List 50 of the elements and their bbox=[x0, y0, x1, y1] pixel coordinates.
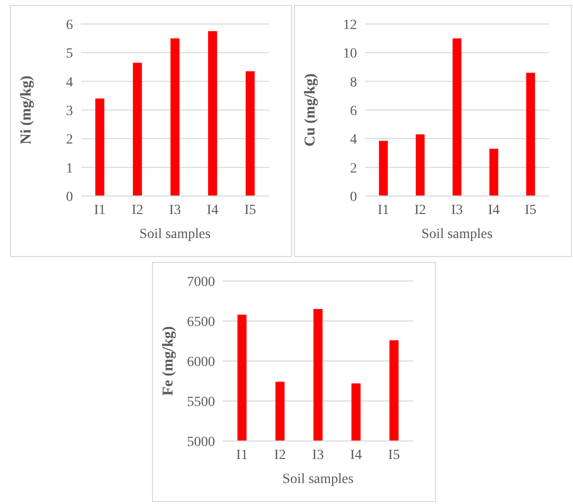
y-tick-label: 0 bbox=[66, 190, 73, 205]
y-tick-label: 6 bbox=[350, 104, 357, 119]
bar bbox=[378, 140, 388, 196]
x-axis-title: Soil samples bbox=[421, 227, 493, 242]
bar bbox=[416, 134, 425, 196]
bar bbox=[95, 98, 104, 196]
bar bbox=[526, 72, 536, 196]
y-tick-label: 8 bbox=[350, 75, 357, 90]
x-tick-label: I1 bbox=[378, 202, 390, 218]
y-tick-label: 10 bbox=[343, 46, 357, 62]
y-axis-title: Fe (mg/kg) bbox=[160, 326, 176, 396]
x-axis-title: Soil samples bbox=[282, 472, 354, 487]
y-tick-label: 4 bbox=[350, 132, 357, 148]
bar bbox=[489, 148, 498, 196]
y-tick-label: 2 bbox=[350, 161, 357, 176]
y-tick-label: 6000 bbox=[187, 354, 215, 370]
x-tick-label: I1 bbox=[94, 202, 106, 218]
x-tick-label: I3 bbox=[169, 202, 181, 218]
y-tick-label: 1 bbox=[66, 161, 73, 176]
y-tick-label: 7000 bbox=[187, 274, 215, 290]
x-tick-label: I5 bbox=[524, 202, 536, 218]
y-tick-label: 5 bbox=[66, 46, 73, 62]
y-tick-label: 6 bbox=[66, 18, 73, 33]
x-tick-label: I3 bbox=[451, 202, 463, 218]
x-tick-label: I2 bbox=[132, 202, 144, 218]
y-axis-title: Cu (mg/kg) bbox=[302, 74, 318, 146]
x-tick-label: I5 bbox=[244, 202, 256, 218]
x-tick-label: I5 bbox=[388, 448, 400, 463]
y-tick-label: 6500 bbox=[187, 314, 215, 330]
x-tick-label: I2 bbox=[274, 448, 286, 463]
y-axis-title: Ni (mg/kg) bbox=[18, 76, 34, 144]
x-tick-label: I4 bbox=[488, 202, 500, 218]
y-tick-label: 5500 bbox=[187, 394, 215, 410]
y-tick-label: 4 bbox=[66, 75, 73, 90]
x-tick-label: I2 bbox=[414, 202, 426, 218]
bar bbox=[132, 62, 142, 196]
bar bbox=[170, 38, 180, 196]
x-tick-label: I4 bbox=[350, 448, 362, 463]
bar bbox=[452, 38, 462, 196]
x-tick-label: I1 bbox=[236, 448, 248, 463]
x-tick-label: I4 bbox=[206, 202, 218, 218]
x-tick-label: I3 bbox=[312, 448, 324, 463]
y-tick-label: 3 bbox=[66, 104, 73, 119]
y-tick-label: 0 bbox=[350, 190, 357, 205]
y-tick-label: 5000 bbox=[187, 434, 215, 450]
x-axis-title: Soil samples bbox=[139, 227, 211, 242]
bar bbox=[246, 71, 255, 196]
y-tick-label: 12 bbox=[343, 18, 357, 33]
bar bbox=[208, 31, 218, 196]
y-tick-label: 2 bbox=[66, 132, 73, 148]
